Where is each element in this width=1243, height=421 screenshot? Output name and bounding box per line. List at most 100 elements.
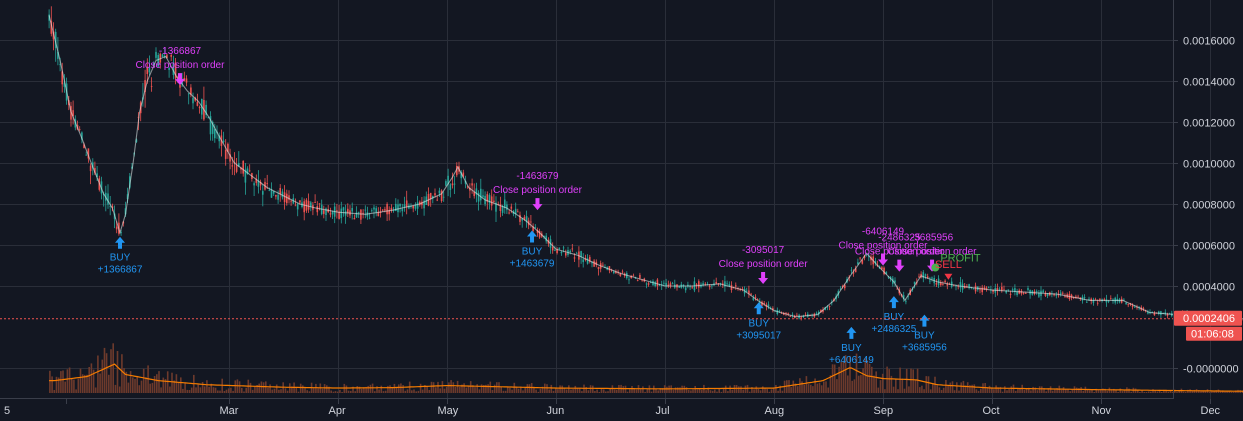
- volume-bar: [781, 390, 784, 393]
- volume-bar: [768, 391, 771, 393]
- candle-body: [1110, 298, 1112, 300]
- volume-bar: [803, 384, 805, 393]
- y-tick-label: 0.0006000: [1183, 241, 1235, 253]
- candle-body: [1042, 290, 1044, 293]
- volume-bar: [158, 371, 160, 393]
- candle-body: [979, 289, 981, 291]
- volume-bar: [1099, 389, 1102, 393]
- volume-bar: [498, 382, 500, 393]
- volume-bar: [345, 385, 348, 393]
- candle-body: [362, 212, 364, 214]
- x-tick-label: May: [438, 405, 459, 417]
- candle-body: [926, 276, 929, 278]
- volume-bar: [1150, 391, 1152, 393]
- volume-bar: [851, 380, 853, 393]
- volume-bar: [417, 390, 420, 393]
- volume-bar: [685, 387, 688, 393]
- volume-bar: [910, 368, 912, 393]
- candle-body: [442, 196, 445, 198]
- buy-label: BUY: [110, 253, 131, 264]
- volume-bar: [1030, 390, 1032, 393]
- candle-body: [211, 121, 214, 134]
- volume-bar: [698, 389, 701, 393]
- candle-body: [946, 283, 949, 286]
- volume-bar: [611, 385, 614, 393]
- volume-bar: [993, 389, 995, 393]
- buy-label: BUY: [914, 331, 935, 342]
- volume-bar: [890, 375, 893, 393]
- candle-body: [628, 279, 630, 281]
- volume-bar: [825, 381, 827, 393]
- close-order-amount: -1463679: [516, 171, 559, 182]
- volume-bar: [391, 388, 393, 393]
- volume-bar: [496, 382, 498, 393]
- candle-body: [482, 195, 484, 197]
- volume-bar: [1091, 389, 1093, 393]
- volume-bar: [844, 355, 847, 393]
- candle-body: [998, 289, 1001, 291]
- volume-bar: [243, 391, 245, 393]
- candle-body: [791, 314, 794, 316]
- volume-bar: [1062, 387, 1065, 393]
- candle-body: [562, 247, 565, 249]
- volume-bar: [646, 389, 649, 393]
- volume-bar: [99, 373, 101, 393]
- volume-bar: [1014, 390, 1017, 393]
- volume-bar: [1147, 391, 1150, 393]
- volume-bar: [1174, 389, 1176, 393]
- candle-body: [488, 194, 491, 204]
- volume-bar: [125, 371, 128, 393]
- candle-body: [715, 282, 717, 284]
- candle-body: [957, 286, 959, 287]
- candle-body: [318, 203, 321, 205]
- volume-bar: [596, 389, 598, 393]
- volume-bar: [733, 385, 736, 393]
- candle-body: [150, 86, 153, 87]
- candle-body: [922, 272, 925, 279]
- y-tick-label: 0.0004000: [1183, 282, 1235, 294]
- candle-body: [820, 309, 822, 313]
- candle-body: [525, 216, 528, 223]
- volume-bar: [866, 360, 869, 393]
- volume-bar: [592, 385, 594, 393]
- volume-bar: [746, 384, 749, 393]
- volume-bar: [238, 381, 241, 393]
- volume-bar: [1224, 391, 1226, 393]
- volume-bar: [1069, 391, 1071, 393]
- volume-bar: [132, 377, 134, 393]
- volume-bar: [321, 388, 324, 393]
- price-axis[interactable]: 0.0016000 0.0014000 0.0012000 0.0010000 0.00…: [1173, 36, 1239, 376]
- candle-body: [185, 78, 188, 83]
- candle-body: [453, 183, 456, 185]
- volume-bar: [892, 386, 895, 393]
- volume-bar: [879, 380, 882, 393]
- candle-body: [314, 202, 316, 203]
- volume-bar: [413, 389, 415, 393]
- volume-bar: [217, 390, 219, 393]
- candle-body: [277, 194, 279, 200]
- volume-bar: [199, 387, 202, 393]
- volume-bar: [886, 366, 888, 393]
- sell-arrow-icon: [944, 273, 953, 280]
- candle-body: [663, 282, 665, 284]
- candle-body: [613, 271, 615, 273]
- candle-body: [353, 218, 356, 220]
- y-tick-label: 0.0014000: [1183, 77, 1235, 89]
- candle-body: [929, 280, 931, 282]
- volume-bar: [123, 368, 125, 393]
- volume-bar: [711, 390, 714, 393]
- volume-bar: [1139, 392, 1141, 393]
- volume-bar: [1163, 389, 1165, 393]
- volume-bar: [267, 387, 269, 393]
- close-order-label: Close position order: [135, 60, 225, 71]
- candle-body: [759, 302, 761, 304]
- volume-bar: [354, 391, 356, 393]
- volume-bar: [868, 363, 871, 393]
- time-axis[interactable]: 5MarAprMayJunJulAugSepOctNovDec201: [4, 399, 1243, 417]
- close-order-amount: -6406149: [862, 227, 905, 238]
- volume-bar: [613, 389, 616, 393]
- close-arrow-icon: [758, 271, 769, 284]
- volume-bar: [694, 386, 696, 393]
- candle-body: [1059, 292, 1062, 294]
